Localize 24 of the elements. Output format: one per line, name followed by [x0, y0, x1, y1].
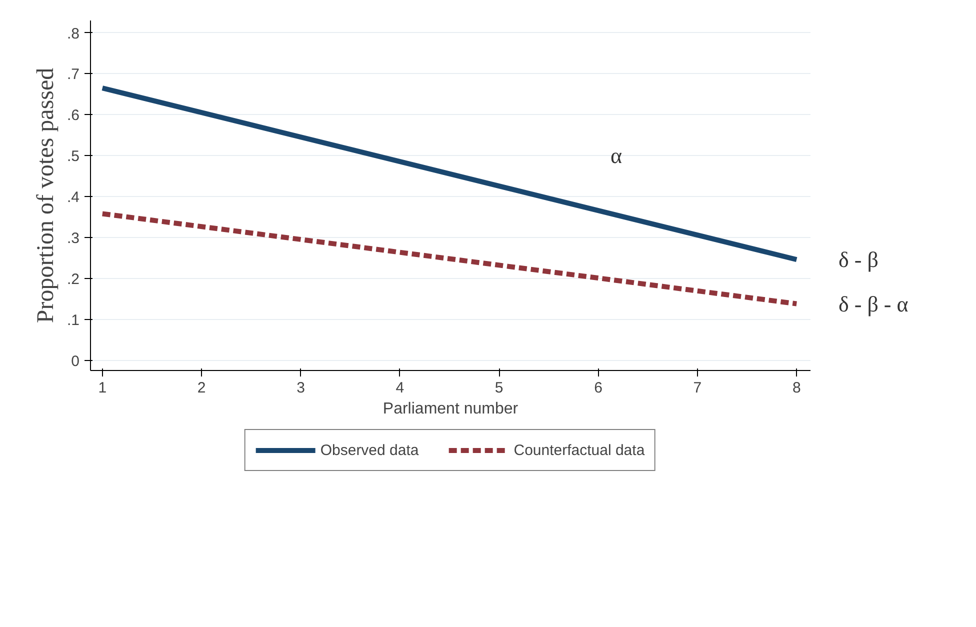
annotation: δ - β	[838, 247, 878, 272]
x-tick-label: 2	[197, 380, 206, 396]
y-tick-label: .6	[66, 107, 80, 124]
y-tick-label: .1	[66, 312, 80, 329]
y-tick-label: .3	[66, 230, 80, 247]
y-tick-label: .5	[66, 148, 80, 166]
x-tick-label: 1	[98, 380, 107, 396]
annotation: α	[610, 143, 622, 168]
y-tick-label: .7	[66, 66, 80, 84]
legend-label: Observed data	[320, 442, 419, 458]
x-axis-title: Parliament number	[382, 400, 519, 418]
x-tick-label: 3	[296, 380, 305, 396]
legend-label: Counterfactual data	[514, 442, 645, 458]
x-tick-label: 7	[693, 380, 702, 396]
y-axis-title: Proportion of votes passed	[32, 68, 59, 324]
annotation: δ - β - α	[838, 291, 909, 316]
y-tick-label: 0	[71, 352, 80, 370]
y-tick-label: .2	[66, 270, 80, 288]
x-tick-label: 8	[792, 380, 801, 396]
y-tick-label: .4	[66, 189, 80, 206]
y-tick-label: .8	[66, 25, 80, 42]
x-tick-label: 4	[396, 380, 404, 396]
x-tick-label: 6	[594, 380, 602, 396]
x-tick-label: 5	[494, 380, 504, 396]
